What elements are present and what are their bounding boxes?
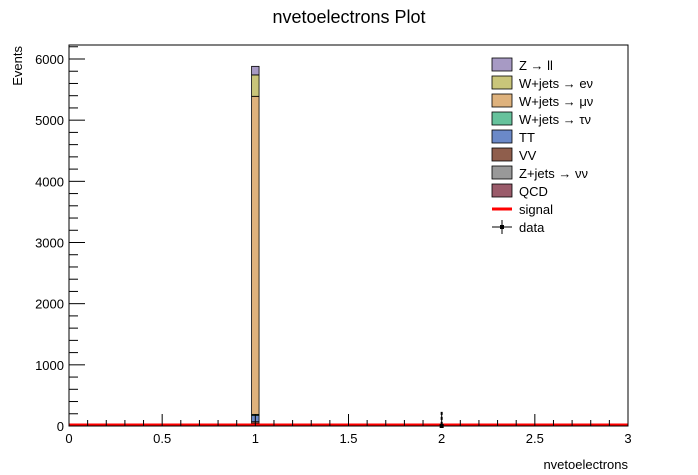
legend-swatch (491, 165, 513, 180)
x-tick-label: 1 (252, 431, 259, 446)
legend-label: VV (519, 148, 537, 163)
legend-label: signal (519, 202, 553, 217)
bar-5 (251, 95, 260, 415)
y-tick-label: 1000 (35, 358, 64, 373)
legend-label: data (519, 220, 545, 235)
legend-label: W+jets → τν (519, 112, 591, 127)
y-tick-label: 3000 (35, 236, 64, 251)
x-tick-label: 2.5 (526, 431, 544, 446)
stacked-bars (251, 65, 260, 427)
chart-title: nvetoelectrons Plot (272, 7, 425, 27)
legend-swatch (491, 111, 513, 126)
legend-label: TT (519, 130, 535, 145)
legend-swatch (491, 75, 513, 90)
bar-7 (251, 65, 260, 76)
legend-label: W+jets → μν (519, 94, 593, 109)
y-tick-label: 5000 (35, 113, 64, 128)
y-tick-label: 2000 (35, 297, 64, 312)
legend-label: QCD (519, 184, 548, 199)
x-axis-ticks: 0 0.5 1 1.5 2 2.5 3 (65, 414, 632, 446)
legend-marker-dot (500, 225, 504, 229)
legend-label: Z → ll (519, 58, 553, 73)
x-tick-label: 0.5 (153, 431, 171, 446)
legend-label: Z+jets → νν (519, 166, 588, 181)
y-tick-label: 4000 (35, 174, 64, 189)
x-tick-label: 2 (438, 431, 445, 446)
y-tick-label: 6000 (35, 52, 64, 67)
x-axis-label: nvetoelectrons (543, 457, 628, 472)
y-axis-ticks: 0 1000 2000 3000 4000 5000 6000 (35, 46, 85, 434)
legend-swatch (491, 147, 513, 162)
x-tick-label: 0 (65, 431, 72, 446)
y-tick-label: 0 (57, 419, 64, 434)
y-axis-label: Events (10, 46, 25, 86)
legend-swatch (491, 57, 513, 72)
x-tick-label: 3 (624, 431, 631, 446)
x-tick-label: 1.5 (339, 431, 357, 446)
bar-6 (251, 74, 260, 97)
legend: Z → ll W+jets → eν W+jets → μν W+jets → τν T… (491, 57, 593, 235)
legend-label: W+jets → eν (519, 76, 593, 91)
legend-swatch (491, 129, 513, 144)
legend-swatch (491, 93, 513, 108)
legend-swatch (491, 183, 513, 198)
